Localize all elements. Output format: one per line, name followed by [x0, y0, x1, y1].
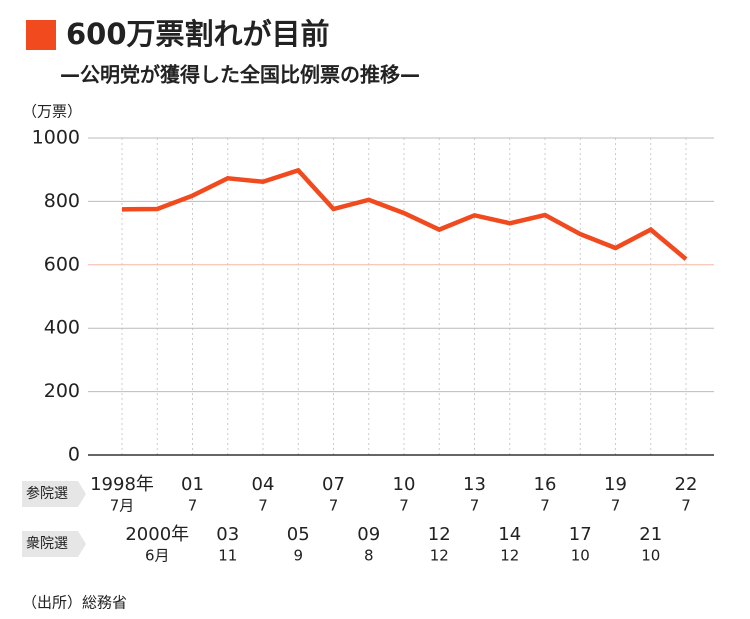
x-tick-sublabel: 7月 — [110, 497, 135, 515]
y-tick-label: 400 — [44, 317, 80, 339]
y-tick-label: 1000 — [32, 127, 80, 149]
x-tick-sublabel: 11 — [218, 547, 237, 565]
x-tick-sublabel: 9 — [293, 547, 303, 565]
x-tick-sublabel: 7 — [399, 497, 409, 515]
chart-subtitle: —公明党が獲得した全国比例票の推移— — [60, 63, 420, 87]
x-tick-label: 1998年 — [90, 474, 154, 495]
x-tick-sublabel: 7 — [258, 497, 268, 515]
x-tick-sublabel: 7 — [681, 497, 691, 515]
x-tick-label: 01 — [181, 474, 204, 495]
x-tick-sublabel: 6月 — [145, 547, 170, 565]
x-tick-sublabel: 8 — [364, 547, 374, 565]
x-tick-label: 12 — [428, 524, 451, 545]
x-tick-label: 04 — [252, 474, 275, 495]
y-unit: （万票） — [22, 103, 82, 121]
x-tick-sublabel: 10 — [641, 547, 660, 565]
y-tick-label: 0 — [68, 444, 80, 466]
x-tick-label: 17 — [569, 524, 592, 545]
chart-title: 600万票割れが目前 — [66, 17, 330, 51]
x-tick-sublabel: 12 — [430, 547, 449, 565]
x-tick-label: 10 — [393, 474, 416, 495]
x-tick-sublabel: 7 — [329, 497, 339, 515]
x-tick-label: 16 — [534, 474, 557, 495]
x-tick-label: 13 — [463, 474, 486, 495]
x-tick-label: 21 — [639, 524, 662, 545]
x-tick-label: 09 — [357, 524, 380, 545]
x-tick-label: 2000年 — [125, 524, 189, 545]
y-tick-label: 600 — [44, 253, 80, 275]
row-label: 衆院選 — [26, 536, 68, 552]
x-tick-sublabel: 7 — [540, 497, 550, 515]
x-tick-label: 05 — [287, 524, 310, 545]
x-tick-label: 14 — [498, 524, 521, 545]
y-tick-label: 800 — [44, 190, 80, 212]
x-tick-sublabel: 7 — [611, 497, 621, 515]
line — [121, 167, 688, 261]
x-tick-sublabel: 10 — [571, 547, 590, 565]
x-tick-sublabel: 12 — [500, 547, 519, 565]
x-tick-sublabel: 7 — [470, 497, 480, 515]
row-label: 参院選 — [26, 485, 68, 502]
x-tick-label: 03 — [216, 524, 239, 545]
y-tick-label: 200 — [44, 380, 80, 402]
x-tick-label: 07 — [322, 474, 345, 495]
title-marker — [26, 20, 56, 50]
x-tick-sublabel: 7 — [188, 497, 198, 515]
row-label-box — [22, 531, 86, 557]
x-tick-label: 22 — [675, 474, 698, 495]
source: （出所）総務省 — [22, 594, 127, 612]
row-label-box — [22, 481, 86, 507]
x-tick-label: 19 — [604, 474, 627, 495]
